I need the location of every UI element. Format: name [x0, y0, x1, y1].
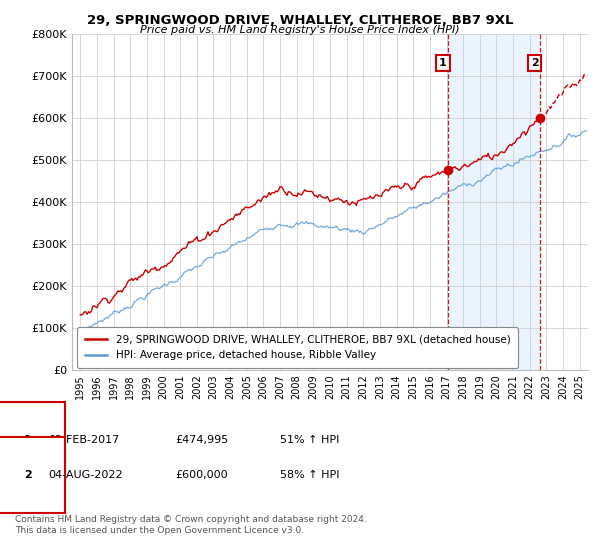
Text: 1: 1	[24, 435, 32, 445]
Text: 04-AUG-2022: 04-AUG-2022	[48, 470, 122, 480]
Text: £474,995: £474,995	[175, 435, 228, 445]
Text: 51% ↑ HPI: 51% ↑ HPI	[280, 435, 340, 445]
Text: 58% ↑ HPI: 58% ↑ HPI	[280, 470, 340, 480]
Text: Contains HM Land Registry data © Crown copyright and database right 2024.
This d: Contains HM Land Registry data © Crown c…	[15, 515, 367, 535]
Text: 2: 2	[530, 58, 538, 68]
Text: 03-FEB-2017: 03-FEB-2017	[48, 435, 119, 445]
Legend: 29, SPRINGWOOD DRIVE, WHALLEY, CLITHEROE, BB7 9XL (detached house), HPI: Average: 29, SPRINGWOOD DRIVE, WHALLEY, CLITHEROE…	[77, 328, 518, 368]
Text: £600,000: £600,000	[175, 470, 227, 480]
Text: 29, SPRINGWOOD DRIVE, WHALLEY, CLITHEROE, BB7 9XL: 29, SPRINGWOOD DRIVE, WHALLEY, CLITHEROE…	[87, 14, 513, 27]
Text: Price paid vs. HM Land Registry's House Price Index (HPI): Price paid vs. HM Land Registry's House …	[140, 25, 460, 35]
Bar	[448, 34, 539, 370]
Text: 1: 1	[439, 58, 447, 68]
Text: 2: 2	[24, 470, 32, 480]
